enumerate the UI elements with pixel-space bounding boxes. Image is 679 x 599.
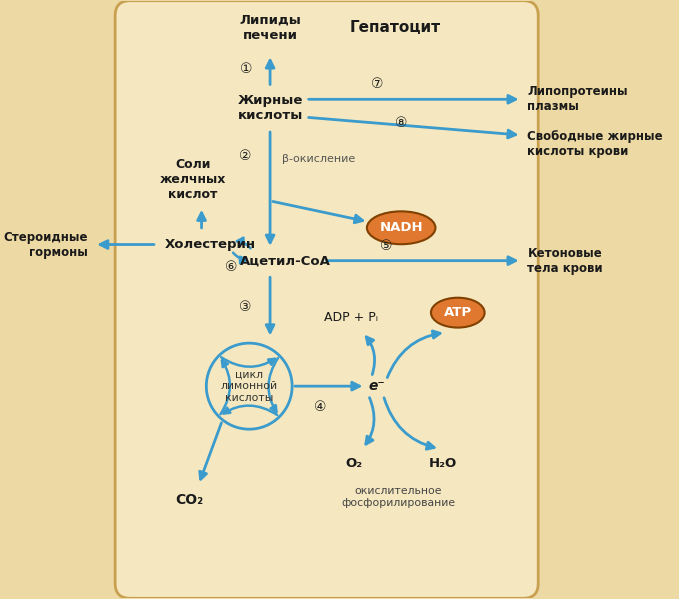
- Text: β-окисление: β-окисление: [282, 154, 355, 164]
- Text: ①: ①: [240, 62, 253, 77]
- Text: ④: ④: [314, 400, 327, 414]
- Text: H₂O: H₂O: [428, 458, 457, 470]
- Text: ③: ③: [239, 300, 251, 314]
- Text: Ацетил-CoА: Ацетил-CoА: [240, 254, 331, 267]
- Text: Гепатоцит: Гепатоцит: [350, 20, 441, 35]
- Text: ⑦: ⑦: [371, 77, 384, 92]
- Text: Соли
желчных
кислот: Соли желчных кислот: [160, 159, 226, 201]
- Text: Липопротеины
плазмы: Липопротеины плазмы: [528, 85, 628, 113]
- Text: окислительное
фосфорилирование: окислительное фосфорилирование: [341, 486, 455, 507]
- Text: Липиды
печени: Липиды печени: [239, 14, 301, 41]
- Ellipse shape: [367, 211, 435, 244]
- Text: ②: ②: [239, 149, 251, 163]
- Ellipse shape: [431, 298, 485, 328]
- Text: ADP + Pᵢ: ADP + Pᵢ: [323, 311, 378, 324]
- Text: Холестерин: Холестерин: [165, 238, 256, 251]
- Text: Кетоновые
тела крови: Кетоновые тела крови: [528, 247, 603, 275]
- Text: ATP: ATP: [443, 306, 472, 319]
- Text: ⑥: ⑥: [225, 259, 238, 274]
- Text: Жирные
кислоты: Жирные кислоты: [238, 94, 303, 122]
- Text: e⁻: e⁻: [369, 379, 386, 393]
- Text: цикл
лимонной
кислоты: цикл лимонной кислоты: [221, 370, 278, 403]
- Text: ⑤: ⑤: [380, 239, 392, 253]
- Text: Свободные жирные
кислоты крови: Свободные жирные кислоты крови: [528, 130, 663, 158]
- Text: O₂: O₂: [345, 458, 362, 470]
- Text: ⑧: ⑧: [395, 116, 407, 130]
- Text: CO₂: CO₂: [176, 493, 204, 507]
- Text: NADH: NADH: [380, 221, 423, 234]
- FancyBboxPatch shape: [115, 1, 538, 598]
- Text: Стероидные
гормоны: Стероидные гормоны: [4, 231, 88, 259]
